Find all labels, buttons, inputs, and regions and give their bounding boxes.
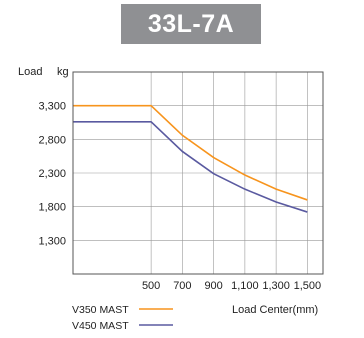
series-lines [73,104,308,213]
legend-label: V350 MAST [72,304,129,316]
x-tick-label: 1,500 [294,280,322,292]
y-axis-unit: kg [57,66,69,78]
grid-lines [73,72,323,274]
x-axis-label: Load Center(mm) [232,304,318,316]
series-line-1 [73,104,308,201]
x-tick-label: 1,100 [231,280,259,292]
y-tick-label: 1,800 [38,202,66,214]
y-tick-label: 1,300 [38,235,66,247]
y-tick-labels: 3,300 2,800 2,300 1,800 1,300 [38,101,66,248]
y-tick-label: 2,300 [38,168,66,180]
x-tick-labels: 500 700 900 1,100 1,300 1,500 [142,280,321,292]
x-tick-label: 1,300 [262,280,290,292]
chart-title: 33L-7A [121,4,261,44]
x-tick-label: 700 [173,280,191,292]
series-line-2 [73,121,308,213]
legend-label: V450 MAST [72,320,129,332]
plot-frame [72,71,324,275]
x-tick-label: 500 [142,280,160,292]
legend: V350 MAST V450 MAST [72,304,173,332]
y-axis-label: Load [18,66,42,78]
x-tick-label: 900 [204,280,222,292]
y-tick-label: 3,300 [38,101,66,113]
y-tick-label: 2,800 [38,134,66,146]
